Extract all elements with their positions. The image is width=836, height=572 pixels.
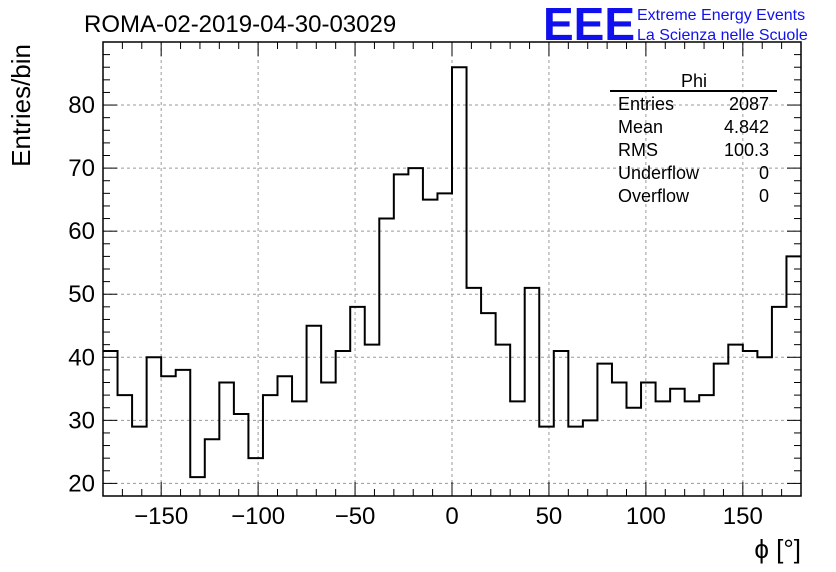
histogram-bin — [394, 174, 409, 496]
histogram-bin — [103, 351, 118, 496]
histogram-bin — [772, 307, 787, 496]
stats-box: Phi Entries 2087 Mean 4.842 RMS 100.3 Un… — [610, 71, 777, 206]
stats-value-overflow: 0 — [759, 186, 769, 206]
histogram-bin — [350, 307, 365, 496]
histogram-bin — [307, 326, 322, 496]
histogram-bin — [757, 357, 772, 496]
histogram-bin — [234, 414, 249, 496]
histogram-bin — [627, 408, 642, 496]
y-tick-label: 80 — [68, 92, 95, 119]
histogram-bin — [554, 351, 569, 496]
stats-value-mean: 4.842 — [724, 117, 769, 137]
histogram-bin — [525, 288, 540, 496]
histogram-bin — [670, 389, 685, 496]
x-tick-label: −150 — [134, 503, 188, 530]
stats-label-rms: RMS — [618, 140, 658, 160]
axis-ticks — [102, 41, 802, 497]
histogram-bin — [568, 427, 583, 496]
histogram-bin — [714, 364, 729, 496]
histogram-bin — [699, 395, 714, 496]
histogram-bin — [379, 219, 394, 496]
histogram-bin — [583, 420, 598, 496]
y-tick-label: 50 — [68, 281, 95, 308]
histogram-bin — [423, 200, 438, 496]
stats-label-overflow: Overflow — [618, 186, 690, 206]
y-tick-label: 30 — [68, 407, 95, 434]
tick-labels: −150 −100 −50 0 50 100 150 20 30 40 50 60 70 80 — [68, 92, 763, 530]
histogram-bin — [786, 256, 801, 496]
histogram-bin — [248, 458, 263, 496]
stats-label-entries: Entries — [618, 94, 674, 114]
histogram-bin — [365, 345, 380, 496]
plot-frame — [102, 41, 802, 497]
histogram-bin — [481, 313, 496, 496]
y-tick-label: 40 — [68, 344, 95, 371]
histogram-bin — [685, 401, 700, 496]
stats-title: Phi — [681, 71, 707, 91]
x-tick-label: 100 — [626, 503, 666, 530]
histogram-bin — [743, 351, 758, 496]
histogram-bin — [728, 345, 743, 496]
x-axis-label: ϕ [°] — [754, 534, 801, 564]
logo-subtitle-line2: La Scienza nelle Scuole — [637, 27, 808, 44]
histogram-bin — [612, 383, 627, 497]
x-tick-label: 0 — [445, 503, 458, 530]
logo-subtitle-line1: Extreme Energy Events — [637, 7, 805, 24]
stats-value-underflow: 0 — [759, 163, 769, 183]
histogram-bin — [147, 357, 162, 496]
y-tick-label: 60 — [68, 218, 95, 245]
histogram-bin — [597, 364, 612, 496]
stats-label-mean: Mean — [618, 117, 663, 137]
histogram-bin — [321, 383, 336, 497]
histogram-bin — [132, 427, 147, 496]
histogram-line — [103, 66, 801, 479]
y-tick-label: 70 — [68, 155, 95, 182]
histogram-bin — [467, 288, 482, 496]
histogram-bin — [641, 383, 656, 497]
histogram-bin — [292, 401, 307, 496]
x-tick-label: −100 — [231, 503, 285, 530]
histogram-bin — [539, 427, 554, 496]
histogram-bin — [408, 168, 423, 496]
histogram-series — [103, 66, 801, 497]
x-tick-label: 150 — [723, 503, 763, 530]
y-axis-label: Entries/bin — [6, 44, 36, 167]
x-tick-label: 50 — [536, 503, 563, 530]
histogram-bin — [161, 376, 176, 496]
histogram-bin — [437, 193, 452, 496]
histogram-bin — [263, 395, 278, 496]
histogram-bin — [205, 439, 220, 496]
histogram-bin — [176, 370, 191, 496]
chart-title: ROMA-02-2019-04-30-03029 — [84, 11, 396, 38]
histogram-bin — [496, 345, 511, 496]
stats-value-rms: 100.3 — [724, 140, 769, 160]
stats-value-entries: 2087 — [729, 94, 769, 114]
stats-label-underflow: Underflow — [618, 163, 700, 183]
histogram-bin — [452, 67, 467, 496]
y-tick-label: 20 — [68, 470, 95, 497]
histogram-bin — [510, 401, 525, 496]
histogram-bin — [336, 351, 351, 496]
histogram-bin — [278, 376, 293, 496]
x-tick-label: −50 — [335, 503, 376, 530]
histogram-bin — [190, 477, 205, 496]
histogram-bin — [219, 383, 234, 497]
grid — [103, 42, 801, 496]
histogram-bin — [656, 401, 671, 496]
histogram-bin — [118, 395, 133, 496]
